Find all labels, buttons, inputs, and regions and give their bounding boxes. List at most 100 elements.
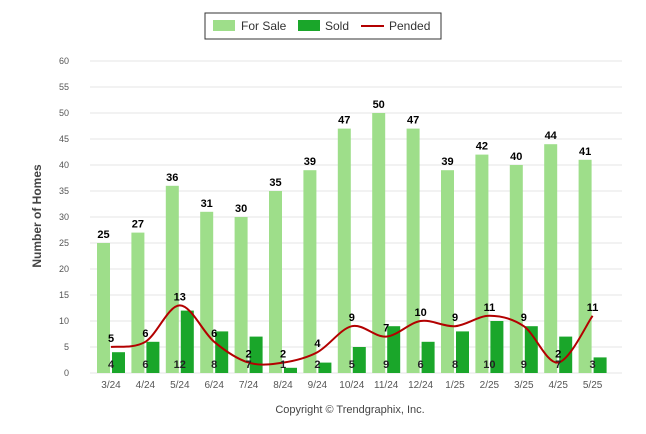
bar-for-sale-7/24 [234, 217, 248, 373]
label-pended-12/24: 10 [414, 307, 426, 319]
label-sold-4/25: 7 [555, 359, 561, 371]
y-tick-35: 35 [59, 186, 69, 196]
label-for-sale-11/24: 50 [373, 99, 385, 111]
x-tick-5/25: 5/25 [583, 380, 603, 391]
x-tick-8/24: 8/24 [273, 380, 293, 391]
label-pended-6/24: 6 [211, 328, 217, 340]
label-pended-10/24: 9 [349, 312, 355, 324]
legend-swatch-sold[interactable] [298, 20, 320, 31]
label-pended-4/24: 6 [142, 328, 148, 340]
label-for-sale-4/24: 27 [132, 219, 144, 231]
label-for-sale-1/25: 39 [441, 156, 453, 168]
legend-label-for-sale[interactable]: For Sale [241, 19, 287, 33]
copyright-text: Copyright © Trendgraphix, Inc. [275, 404, 424, 416]
label-sold-1/25: 8 [452, 359, 458, 371]
label-pended-11/24: 7 [383, 323, 389, 335]
label-sold-11/24: 9 [383, 359, 389, 371]
y-tick-5: 5 [64, 342, 69, 352]
pended-line-path [110, 304, 594, 366]
bar-sold-5/24 [180, 310, 194, 373]
y-tick-60: 60 [59, 56, 69, 66]
bar-for-sale-12/24 [406, 128, 420, 373]
label-pended-3/24: 5 [108, 333, 114, 345]
x-tick-2/25: 2/25 [480, 380, 500, 391]
y-tick-25: 25 [59, 238, 69, 248]
legend-label-pended[interactable]: Pended [389, 19, 430, 33]
label-sold-10/24: 5 [349, 359, 355, 371]
label-for-sale-2/25: 42 [476, 141, 488, 153]
x-tick-3/24: 3/24 [101, 380, 121, 391]
legend-box [204, 12, 442, 40]
label-pended-5/24: 13 [174, 291, 186, 303]
label-pended-9/24: 4 [314, 338, 321, 350]
bar-for-sale-11/24 [372, 113, 386, 373]
label-pended-2/25: 11 [484, 302, 496, 314]
label-for-sale-9/24: 39 [304, 156, 316, 168]
pended-line [110, 304, 594, 366]
label-for-sale-12/24: 47 [407, 115, 419, 127]
bar-sold-2/25 [490, 321, 504, 373]
bar-sold-1/25 [456, 331, 469, 373]
bar-for-sale-3/25 [509, 165, 523, 373]
bar-for-sale-5/25 [578, 159, 592, 373]
y-tick-0: 0 [64, 368, 69, 378]
x-tick-11/24: 11/24 [374, 380, 399, 391]
bar-sold-12/24 [421, 341, 435, 373]
legend: For Sale Sold Pended [204, 12, 442, 40]
x-tick-9/24: 9/24 [308, 380, 328, 391]
bar-for-sale-4/24 [131, 232, 145, 373]
y-tick-45: 45 [59, 134, 69, 144]
label-pended-7/24: 2 [246, 349, 252, 361]
label-sold-2/25: 10 [483, 359, 495, 371]
label-pended-5/25: 11 [587, 302, 599, 314]
label-pended-3/25: 9 [521, 312, 527, 324]
label-for-sale-7/24: 30 [235, 203, 247, 215]
label-for-sale-3/24: 25 [97, 229, 109, 241]
x-tick-3/25: 3/25 [514, 380, 534, 391]
label-sold-7/24: 7 [246, 359, 252, 371]
label-for-sale-8/24: 35 [269, 177, 281, 189]
y-tick-30: 30 [59, 212, 69, 222]
label-sold-5/24: 12 [174, 359, 186, 371]
label-pended-8/24: 2 [280, 349, 286, 361]
label-sold-3/25: 9 [521, 359, 527, 371]
bar-for-sale-9/24 [303, 170, 317, 373]
label-for-sale-6/24: 31 [201, 198, 213, 210]
bar-for-sale-4/25 [544, 144, 558, 373]
label-for-sale-4/25: 44 [545, 130, 558, 142]
y-tick-15: 15 [59, 290, 69, 300]
y-tick-55: 55 [59, 82, 69, 92]
bar-for-sale-3/24 [97, 243, 110, 373]
label-sold-9/24: 2 [314, 359, 320, 371]
bar-sold-4/24 [146, 341, 160, 373]
x-tick-1/25: 1/25 [445, 380, 465, 391]
y-axis-ticks: 0 5 10 15 20 25 30 35 40 45 50 55 60 [59, 56, 69, 378]
x-tick-4/25: 4/25 [548, 380, 568, 391]
legend-label-sold[interactable]: Sold [325, 19, 349, 33]
x-axis-ticks: 3/24 4/24 5/24 6/24 7/24 8/24 9/24 10/24 11/24 12… [101, 380, 603, 391]
x-tick-5/24: 5/24 [170, 380, 190, 391]
bar-for-sale-2/25 [475, 154, 489, 373]
bar-for-sale-1/25 [441, 170, 454, 373]
label-pended-1/25: 9 [452, 312, 458, 324]
bar-sold-3/24 [112, 352, 125, 373]
x-tick-7/24: 7/24 [239, 380, 259, 391]
bar-for-sale-5/24 [165, 185, 179, 373]
label-sold-6/24: 8 [211, 359, 217, 371]
y-tick-10: 10 [59, 316, 69, 326]
label-for-sale-10/24: 47 [338, 115, 350, 127]
x-tick-4/24: 4/24 [136, 380, 156, 391]
x-tick-10/24: 10/24 [339, 380, 364, 391]
bar-sold-4/25 [559, 336, 573, 373]
y-tick-20: 20 [59, 264, 69, 274]
bar-for-sale-6/24 [200, 211, 214, 373]
label-for-sale-3/25: 40 [510, 151, 522, 163]
bar-sold-8/24 [284, 367, 297, 373]
label-sold-8/24: 1 [280, 359, 286, 371]
x-tick-12/24: 12/24 [408, 380, 433, 391]
label-sold-4/24: 6 [142, 359, 148, 371]
label-sold-3/24: 4 [108, 359, 115, 371]
label-pended-4/25: 2 [555, 349, 561, 361]
legend-swatch-for-sale[interactable] [213, 20, 235, 31]
